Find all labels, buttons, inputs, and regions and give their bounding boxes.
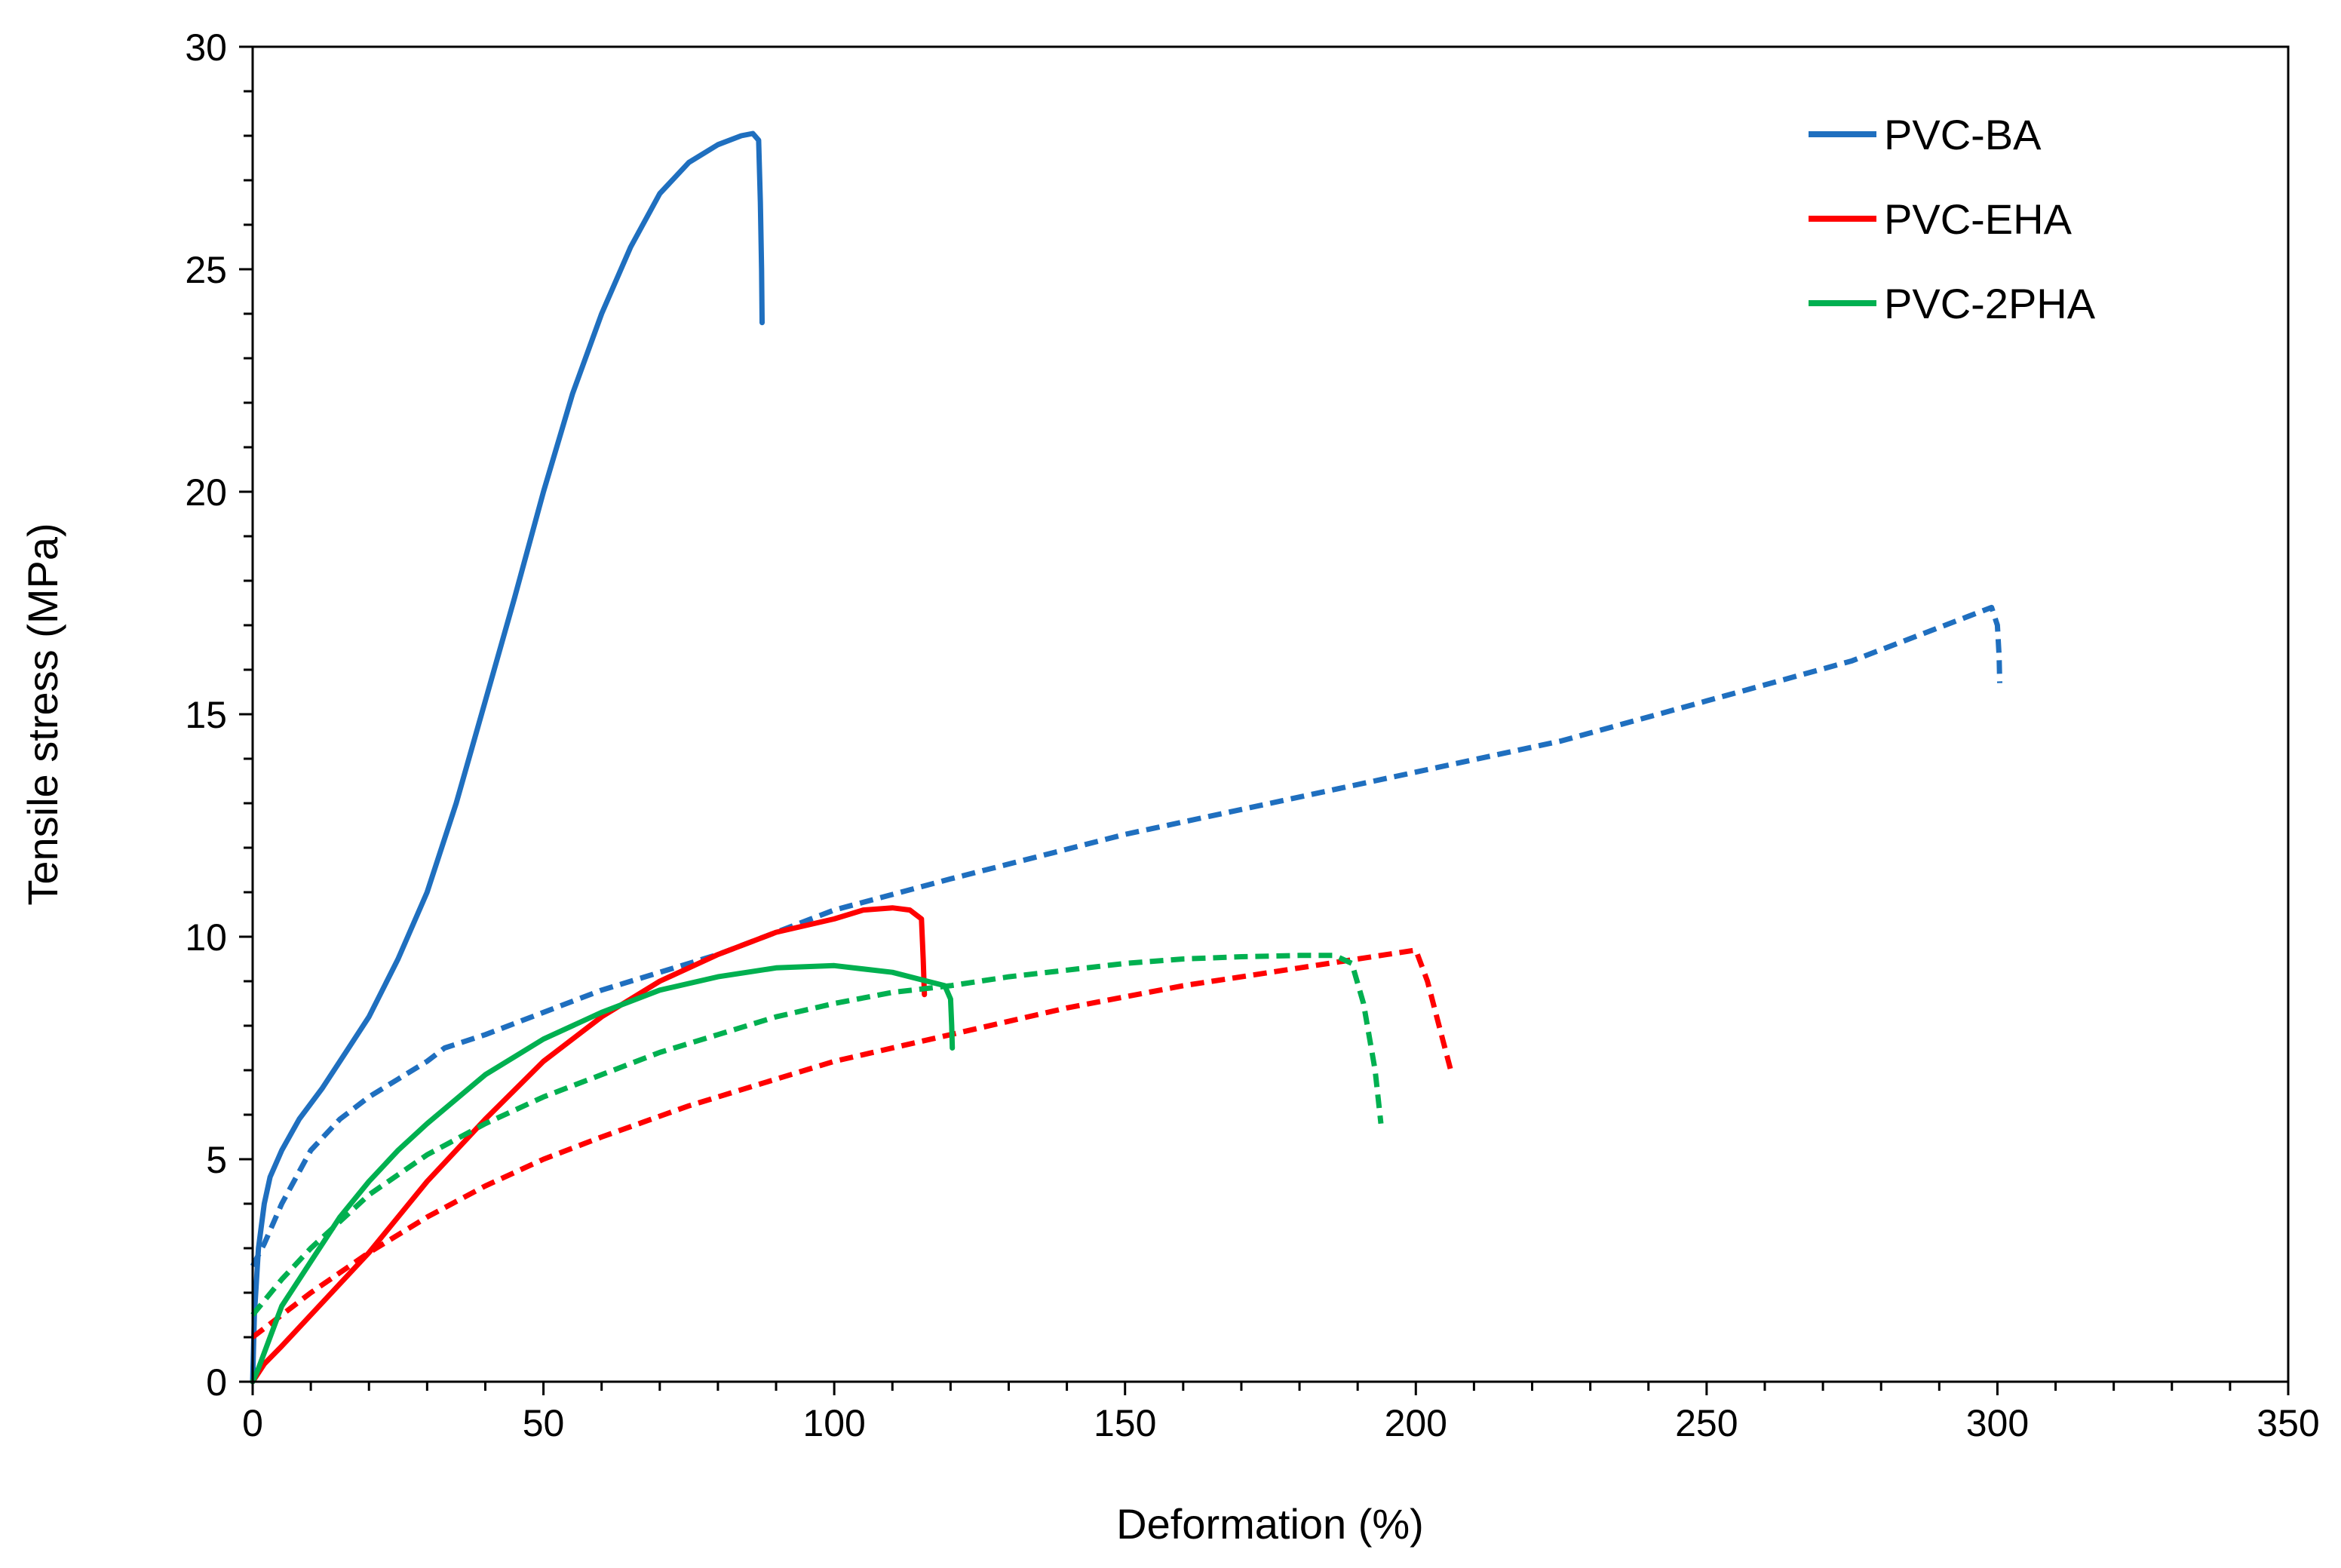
series-line-pvc-ba-dashed: [250, 604, 2002, 1268]
series-layer: [250, 130, 2002, 1385]
y-tick-label: 25: [185, 249, 227, 291]
series-line-pvc-eha-dashed: [250, 947, 1453, 1339]
series-line-pvc-eha-solid: [250, 905, 928, 1385]
legend-label-pvc-2pha: PVC-2PHA: [1884, 280, 2096, 327]
x-tick-label: 0: [242, 1402, 263, 1444]
x-axis-title: Deformation (%): [1116, 1500, 1424, 1548]
x-tick-label: 250: [1675, 1402, 1738, 1444]
x-tick-label: 150: [1094, 1402, 1156, 1444]
y-tick-label: 20: [185, 471, 227, 514]
x-tick-label: 350: [2257, 1402, 2319, 1444]
legend-label-pvc-ba: PVC-BA: [1884, 111, 2042, 158]
y-tick-label: 15: [185, 694, 227, 736]
x-tick-label: 50: [523, 1402, 565, 1444]
series-line-pvc-2pha-solid: [250, 962, 956, 1385]
series-line-pvc-2pha-dashed: [250, 953, 1384, 1317]
y-tick-label: 5: [206, 1139, 227, 1181]
legend-label-pvc-eha: PVC-EHA: [1884, 195, 2073, 243]
x-tick-label: 100: [802, 1402, 865, 1444]
axis-layer: 0 50 100 150 200 250 300 350 0 5 10 15 20 25 30: [185, 26, 2319, 1444]
y-axis-title: Tensile stress (MPa): [19, 523, 66, 905]
y-tick-label: 0: [206, 1361, 227, 1404]
series-line-pvc-ba-solid: [250, 130, 765, 1385]
legend: PVC-BA PVC-EHA PVC-2PHA: [1809, 111, 2096, 327]
x-tick-label: 200: [1385, 1402, 1447, 1444]
y-tick-label: 30: [185, 26, 227, 69]
x-tick-label: 300: [1966, 1402, 2029, 1444]
y-tick-label: 10: [185, 916, 227, 959]
